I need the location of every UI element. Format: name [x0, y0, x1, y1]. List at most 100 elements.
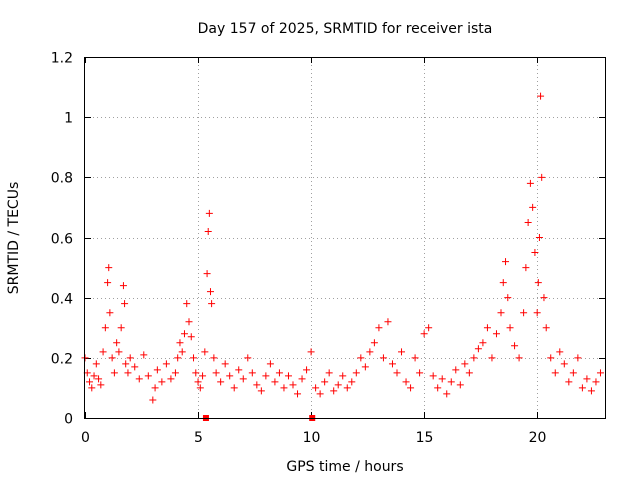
data-point: [212, 369, 220, 377]
data-point: [113, 339, 121, 347]
data-point: [122, 360, 130, 368]
axes: 0 5 10 15 20 0 0.2 0.4 0.6 0.8 1 1.2: [51, 51, 605, 446]
data-point: [99, 348, 107, 356]
data-point: [366, 348, 374, 356]
data-point: [131, 363, 139, 371]
data-point: [149, 396, 157, 404]
data-point: [587, 387, 595, 395]
data-point: [253, 381, 261, 389]
data-point: [117, 324, 125, 332]
data-point: [124, 369, 132, 377]
y-tick-label: 0.4: [51, 292, 73, 308]
data-point: [187, 333, 195, 341]
data-point: [569, 369, 577, 377]
data-point: [307, 348, 315, 356]
data-point: [135, 375, 143, 383]
data-point: [90, 372, 98, 380]
data-point: [92, 360, 100, 368]
data-point: [538, 173, 546, 181]
x-tick-label: 20: [529, 430, 547, 446]
data-point: [244, 354, 252, 362]
data-point: [488, 354, 496, 362]
data-point: [526, 179, 534, 187]
data-point: [201, 348, 209, 356]
data-point: [540, 294, 548, 302]
data-point: [284, 372, 292, 380]
data-point: [289, 381, 297, 389]
data-point: [497, 309, 505, 317]
data-point: [235, 366, 243, 374]
data-point: [407, 384, 415, 392]
data-point: [266, 360, 274, 368]
data-point: [158, 378, 166, 386]
data-point: [185, 318, 193, 326]
data-point: [217, 378, 225, 386]
data-point: [565, 378, 573, 386]
data-point: [178, 348, 186, 356]
data-point: [162, 360, 170, 368]
data-point: [434, 384, 442, 392]
data-point: [174, 354, 182, 362]
y-tick-label: 1: [64, 111, 73, 127]
data-point: [375, 324, 383, 332]
data-point: [402, 378, 410, 386]
data-point: [140, 351, 148, 359]
data-point: [86, 378, 94, 386]
data-point: [438, 375, 446, 383]
data-point: [104, 279, 112, 287]
y-tick-label: 0.2: [51, 352, 73, 368]
data-point: [357, 354, 365, 362]
data-point: [303, 366, 311, 374]
data-point: [348, 378, 356, 386]
data-point: [370, 339, 378, 347]
data-point: [499, 279, 507, 287]
data-point: [388, 360, 396, 368]
data-point: [321, 378, 329, 386]
data-point: [429, 372, 437, 380]
data-point: [470, 354, 478, 362]
data-point: [534, 279, 542, 287]
data-point: [447, 378, 455, 386]
data-point: [504, 294, 512, 302]
data-point: [106, 309, 114, 317]
data-point: [574, 354, 582, 362]
data-point: [556, 348, 564, 356]
data-point: [531, 249, 539, 257]
data-point: [203, 270, 211, 278]
data-point: [551, 369, 559, 377]
data-point: [492, 330, 500, 338]
x-tick-label: 15: [416, 430, 434, 446]
data-point: [248, 369, 256, 377]
data-point: [452, 366, 460, 374]
data-point: [115, 348, 123, 356]
data-point: [339, 372, 347, 380]
data-point: [88, 384, 96, 392]
x-tick-label: 5: [194, 430, 203, 446]
data-point: [192, 369, 200, 377]
data-point: [119, 282, 127, 290]
data-point: [352, 369, 360, 377]
data-point: [257, 387, 265, 395]
data-point: [547, 354, 555, 362]
data-point: [583, 375, 591, 383]
data-point: [522, 264, 530, 272]
data-point: [105, 264, 113, 272]
data-point: [325, 369, 333, 377]
data-point: [210, 354, 218, 362]
data-point: [262, 372, 270, 380]
data-point: [153, 366, 161, 374]
data-point: [537, 92, 545, 100]
data-point: [95, 375, 103, 383]
data-point: [97, 381, 105, 389]
data-points: [81, 92, 604, 421]
data-point: [515, 354, 523, 362]
data-point: [176, 339, 184, 347]
x-axis-label: GPS time / hours: [286, 459, 403, 475]
x-tick-label: 0: [81, 430, 90, 446]
data-point: [199, 372, 207, 380]
data-point: [294, 390, 302, 398]
data-point: [560, 360, 568, 368]
y-tick-label: 1.2: [51, 51, 73, 67]
data-point: [298, 375, 306, 383]
